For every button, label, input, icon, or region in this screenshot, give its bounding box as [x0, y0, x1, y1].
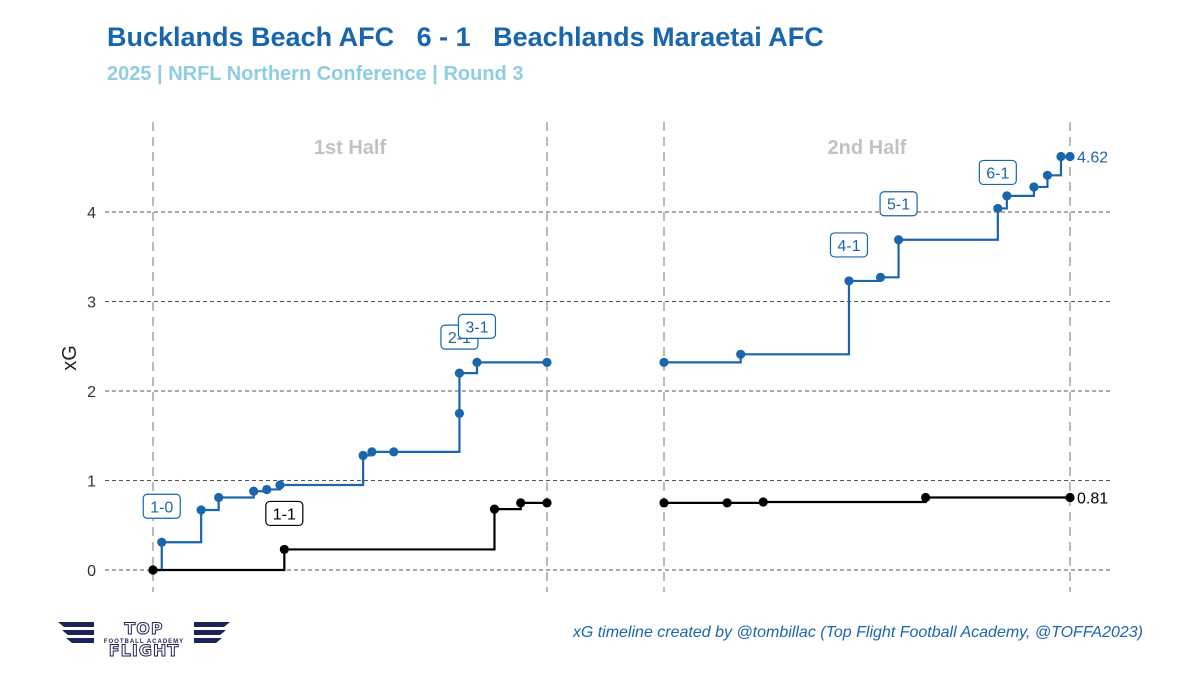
logo-subtext: FOOTBALL ACADEMY	[103, 639, 185, 645]
half-title-1: 1st Half	[314, 137, 387, 159]
home-goal-label-box	[978, 159, 1017, 186]
grid-layer	[105, 122, 1110, 592]
logo-text: TOP FLIGHT	[108, 619, 180, 661]
home-shot-point	[542, 357, 552, 367]
home-goal-label-box	[879, 191, 918, 217]
home-xg-step-line-half-1	[153, 361, 547, 572]
home-shot-point	[275, 480, 285, 490]
home-goal-score-label: 1-0	[150, 499, 173, 516]
away-shot-point	[921, 492, 931, 503]
y-tick-label: 3	[87, 295, 96, 312]
label-layer: 4.621-02-13-14-15-16-10.811-1	[142, 150, 1108, 527]
home-shot-point	[454, 368, 465, 378]
top-flight-logo: TOP FLIGHT FOOTBALL ACADEMY	[58, 618, 230, 661]
home-shot-point	[1029, 182, 1039, 192]
away-shot-point	[148, 565, 158, 575]
home-shot-point	[1042, 170, 1053, 180]
home-shot-point	[367, 447, 377, 457]
away-final-xg-label: 0.81	[1077, 491, 1108, 508]
y-tick-label: 4	[87, 205, 96, 222]
home-shot-point	[893, 235, 904, 245]
away-shot-point	[659, 498, 669, 508]
chart-subtitle: 2025 | NRFL Northern Conference | Round …	[107, 63, 524, 85]
chart-title: Bucklands Beach AFC 6 - 1 Beachlands Mar…	[107, 22, 824, 52]
y-tick-label: 1	[87, 474, 96, 491]
home-shot-point	[389, 447, 399, 457]
y-axis-label: xG	[59, 345, 81, 371]
away-goal-label-box	[265, 500, 304, 527]
home-shot-point	[875, 272, 886, 282]
home-goal-score-label: 4-1	[837, 238, 860, 255]
away-xg-step-line-half-1	[153, 501, 547, 572]
home-shot-point	[196, 505, 206, 515]
away-shot-point	[542, 498, 552, 508]
away-shot-point	[758, 497, 768, 507]
away-shot-point	[516, 498, 526, 508]
home-shot-point	[1056, 151, 1066, 162]
home-shot-point	[659, 357, 669, 367]
home-final-xg-label: 4.62	[1077, 150, 1108, 167]
away-shot-point	[279, 544, 289, 555]
home-goal-label-box	[142, 493, 181, 519]
series-layer	[148, 151, 1075, 575]
home-shot-point	[249, 486, 259, 496]
logo-wings-icon	[58, 622, 230, 643]
axis-layer: 0 1 2 3 4 xG 1st Half 2nd Half	[59, 137, 907, 580]
home-shot-point	[157, 537, 167, 547]
home-xg-step-line-half-2	[664, 155, 1070, 364]
home-goal-score-label: 6-1	[986, 165, 1009, 182]
home-goal-label-box	[829, 232, 869, 258]
home-shot-point	[472, 357, 482, 367]
home-shot-point	[358, 450, 368, 461]
home-shot-point	[844, 276, 854, 286]
half-title-2: 2nd Half	[828, 137, 907, 159]
home-shot-point	[736, 349, 746, 359]
home-shot-point	[993, 203, 1003, 214]
y-tick-label: 2	[87, 384, 96, 401]
away-goal-score-label: 1-1	[273, 506, 296, 523]
home-shot-point	[1002, 191, 1012, 201]
home-goal-label-box	[457, 313, 497, 339]
away-shot-point	[1065, 492, 1075, 503]
home-shot-point	[1065, 151, 1075, 162]
credit-caption: xG timeline created by @tombillac (Top F…	[572, 624, 1143, 641]
home-shot-point	[214, 492, 224, 503]
home-shot-point	[262, 484, 272, 495]
home-goal-score-label: 5-1	[887, 197, 910, 214]
y-tick-label: 0	[87, 563, 96, 580]
home-goal-score-label: 3-1	[465, 319, 488, 336]
away-shot-point	[489, 504, 500, 514]
away-shot-point	[722, 498, 732, 508]
home-shot-point	[454, 408, 465, 418]
